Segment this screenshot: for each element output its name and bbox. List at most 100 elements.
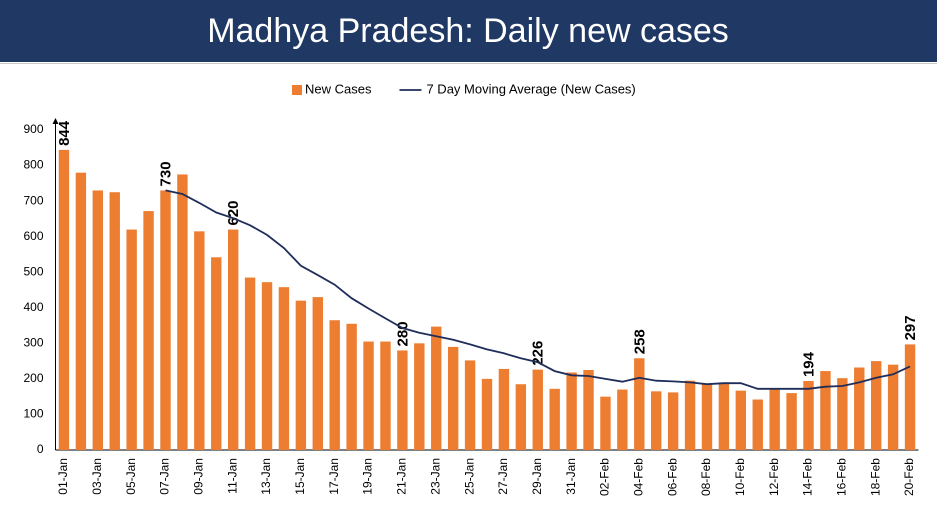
chart-title: Madhya Pradesh: Daily new cases: [207, 12, 729, 50]
x-tick-label: 17-Jan: [327, 458, 341, 495]
bar: [414, 343, 425, 450]
bar: [447, 346, 459, 450]
bar: [634, 358, 645, 450]
x-tick-label: 14-Feb: [801, 458, 815, 496]
x-tick-label: 29-Jan: [530, 458, 544, 495]
bar: [617, 389, 628, 450]
bar: [261, 282, 273, 450]
x-tick-label: 12-Feb: [767, 458, 781, 496]
x-tick-label: 01-Jan: [56, 458, 70, 495]
bar: [177, 174, 188, 450]
bar: [532, 369, 543, 450]
x-tick-label: 20-Feb: [902, 458, 916, 496]
bar: [278, 287, 290, 450]
bar: [227, 229, 239, 450]
x-tick-label: 15-Jan: [293, 458, 307, 495]
x-tick-label: 03-Jan: [90, 458, 104, 495]
bar: [431, 326, 442, 450]
bar: [786, 393, 797, 450]
data-label: 280: [394, 321, 411, 346]
bar: [667, 392, 679, 450]
bar: [464, 360, 476, 450]
data-label: 258: [631, 329, 648, 354]
bar: [126, 229, 137, 450]
bar: [600, 396, 611, 450]
bar: [346, 323, 357, 450]
x-tick-label: 09-Jan: [192, 458, 206, 495]
x-tick-label: 13-Jan: [259, 458, 273, 495]
bar: [837, 378, 848, 450]
moving-average-line: [165, 189, 911, 390]
bar: [854, 367, 865, 450]
x-tick-label: 23-Jan: [428, 458, 442, 495]
bar: [752, 399, 763, 450]
bar: [583, 370, 594, 450]
bar: [380, 341, 391, 450]
bar: [481, 378, 493, 450]
bar: [244, 277, 256, 450]
data-label: 844: [56, 120, 73, 146]
y-tick-label: 200: [23, 371, 43, 385]
bar: [904, 344, 916, 450]
bar: [820, 371, 831, 450]
y-tick-label: 800: [23, 158, 43, 172]
data-label: 194: [800, 351, 817, 377]
x-tick-label: 07-Jan: [158, 458, 172, 495]
bar: [498, 368, 510, 450]
x-tick-label: 21-Jan: [395, 458, 409, 495]
y-tick-label: 300: [23, 336, 43, 350]
x-tick-label: 06-Feb: [665, 458, 679, 496]
x-tick-label: 19-Jan: [361, 458, 375, 495]
y-tick-label: 0: [37, 442, 44, 456]
x-tick-label: 16-Feb: [835, 458, 849, 496]
bar: [870, 361, 882, 450]
bar: [295, 300, 307, 450]
y-tick-label: 600: [23, 229, 43, 243]
bar: [75, 172, 87, 450]
bar: [211, 257, 222, 450]
y-tick-label: 400: [23, 300, 43, 314]
x-tick-label: 10-Feb: [733, 458, 747, 496]
x-tick-label: 11-Jan: [225, 458, 239, 494]
y-tick-label: 700: [23, 193, 43, 207]
bar: [803, 381, 814, 450]
bar: [160, 190, 171, 450]
legend-swatch: [292, 85, 302, 95]
x-tick-label: 27-Jan: [496, 458, 510, 495]
bar: [329, 320, 340, 450]
bar: [312, 297, 323, 450]
x-tick-label: 08-Feb: [699, 458, 713, 496]
bar: [718, 382, 730, 450]
x-tick-label: 31-Jan: [564, 458, 578, 495]
bar: [515, 384, 527, 450]
bar: [701, 384, 713, 450]
x-tick-label: 25-Jan: [462, 458, 476, 495]
bar: [194, 231, 205, 450]
bar: [109, 192, 120, 450]
bar: [549, 388, 560, 450]
y-tick-label: 100: [23, 407, 43, 421]
bar: [143, 211, 154, 450]
y-tick-label: 500: [23, 264, 43, 278]
x-tick-label: 02-Feb: [598, 458, 612, 496]
data-label: 730: [157, 161, 174, 186]
legend-label: New Cases: [305, 81, 372, 96]
bar: [735, 390, 747, 450]
bar: [651, 391, 662, 450]
bar: [769, 389, 780, 450]
bar: [887, 364, 899, 450]
bar: [58, 149, 70, 450]
bar: [92, 190, 104, 450]
bar: [684, 380, 696, 450]
data-label: 297: [902, 315, 919, 340]
header-band: [0, 0, 937, 62]
y-tick-label: 900: [23, 122, 43, 136]
data-label: 226: [530, 341, 547, 366]
y-axis-arrow: [52, 118, 59, 124]
x-tick-label: 04-Feb: [631, 458, 645, 496]
bar: [363, 341, 374, 450]
x-tick-label: 05-Jan: [124, 458, 138, 495]
bar: [397, 350, 408, 450]
